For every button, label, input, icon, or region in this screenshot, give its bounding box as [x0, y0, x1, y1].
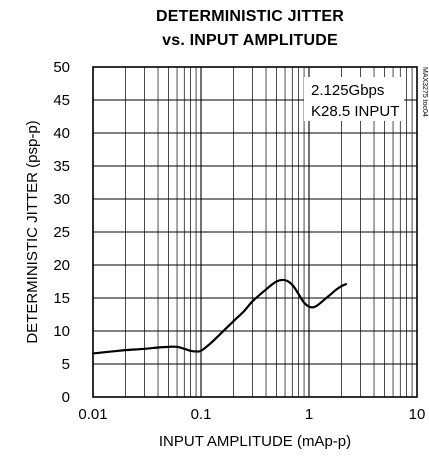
annotation-data-rate: 2.125Gbps: [311, 82, 384, 99]
y-tick-label: 10: [53, 323, 70, 340]
x-tick-label: 10: [409, 406, 426, 423]
y-tick-label: 50: [53, 59, 70, 76]
plot-frame: [92, 66, 418, 398]
y-tick-label: 20: [53, 257, 70, 274]
y-axis-ticks: 0 5 10 15 20 25 30 35 40 45 50: [53, 59, 70, 406]
y-tick-label: 45: [53, 92, 70, 109]
y-tick-label: 0: [62, 389, 70, 406]
y-tick-label: 30: [53, 191, 70, 208]
y-tick-label: 5: [62, 356, 70, 373]
x-tick-label: 0.01: [78, 406, 107, 423]
y-axis-label: DETERMINISTIC JITTER (psp-p): [24, 120, 41, 343]
y-tick-label: 25: [53, 224, 70, 241]
x-axis-ticks: 0.01 0.1 1 10: [78, 406, 425, 423]
chart-title-line-2: vs. INPUT AMPLITUDE: [162, 32, 338, 49]
figure-id-watermark: MAX3275 toc04: [421, 67, 428, 117]
chart-title-line-1: DETERMINISTIC JITTER: [155, 8, 344, 25]
x-tick-label: 0.1: [191, 406, 212, 423]
y-tick-label: 40: [53, 125, 70, 142]
x-tick-label: 1: [305, 406, 313, 423]
y-tick-label: 35: [53, 158, 70, 175]
series-line: [91, 278, 348, 355]
x-axis-label: INPUT AMPLITUDE (mAp-p): [159, 433, 351, 450]
annotation-input-pattern: K28.5 INPUT: [311, 103, 399, 120]
annotation-box: [304, 77, 404, 121]
y-tick-label: 15: [53, 290, 70, 307]
